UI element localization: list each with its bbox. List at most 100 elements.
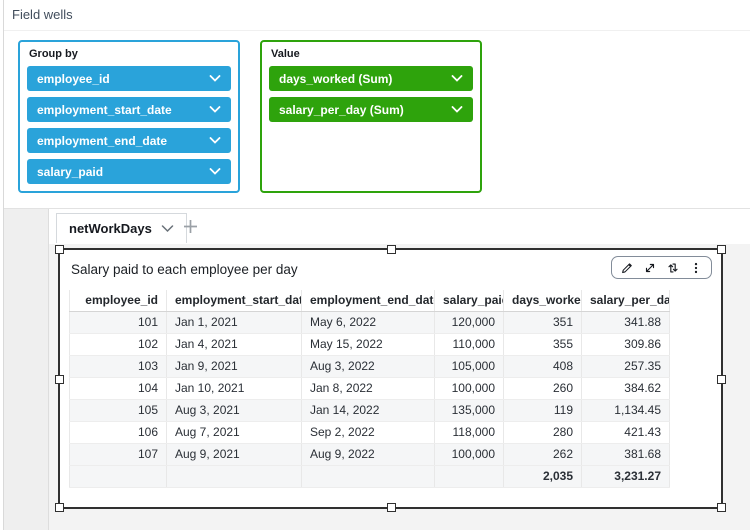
expand-icon xyxy=(643,261,657,275)
totals-salary-per-day: 3,231.27 xyxy=(581,465,670,488)
swap-visual-button[interactable] xyxy=(666,261,680,275)
cell-start-date: Aug 9, 2021 xyxy=(166,443,302,466)
totals-cell xyxy=(69,465,167,488)
kebab-menu-icon xyxy=(689,261,703,275)
cell-employee-id: 106 xyxy=(69,421,167,444)
field-wells-section: Field wells Group by employee_id employm… xyxy=(4,0,750,208)
cell-days-worked: 260 xyxy=(503,377,582,400)
table-row: 104 Jan 10, 2021 Jan 8, 2022 100,000 260… xyxy=(69,377,670,400)
totals-cell xyxy=(166,465,302,488)
chevron-down-icon[interactable] xyxy=(209,75,221,82)
cell-salary-per-day: 341.88 xyxy=(581,311,670,334)
resize-handle-top-right[interactable] xyxy=(717,245,726,254)
panel-left-border xyxy=(3,0,4,530)
value-well: Value days_worked (Sum) salary_per_day (… xyxy=(260,40,482,193)
canvas-left-gutter xyxy=(4,209,49,530)
chevron-down-icon[interactable] xyxy=(161,224,174,233)
sheet-tab-label: netWorkDays xyxy=(69,221,152,236)
resize-handle-bottom-center[interactable] xyxy=(386,503,396,512)
field-pill-label: employment_start_date xyxy=(37,102,172,117)
column-header-days-worked[interactable]: days_worked xyxy=(503,290,582,312)
sheet-tab-networkdays[interactable]: netWorkDays xyxy=(56,213,187,243)
cell-end-date: Aug 9, 2022 xyxy=(301,443,435,466)
cell-end-date: Aug 3, 2022 xyxy=(301,355,435,378)
cell-salary-paid: 110,000 xyxy=(434,333,504,356)
field-pill-salary-per-day-sum[interactable]: salary_per_day (Sum) xyxy=(269,97,473,122)
table-totals-row: 2,035 3,231.27 xyxy=(69,465,670,488)
pencil-icon xyxy=(620,261,634,275)
cell-days-worked: 355 xyxy=(503,333,582,356)
table-header-row: employee_id employment_start_date employ… xyxy=(69,290,670,312)
field-wells-title: Field wells xyxy=(12,7,73,22)
resize-handle-mid-left[interactable] xyxy=(55,374,64,384)
value-label: Value xyxy=(271,48,300,60)
field-pill-employment-start-date[interactable]: employment_start_date xyxy=(27,97,231,122)
field-pill-label: days_worked (Sum) xyxy=(279,71,393,86)
cell-salary-paid: 105,000 xyxy=(434,355,504,378)
cell-start-date: Jan 10, 2021 xyxy=(166,377,302,400)
field-pill-employment-end-date[interactable]: employment_end_date xyxy=(27,128,231,153)
cell-salary-paid: 100,000 xyxy=(434,443,504,466)
cell-days-worked: 351 xyxy=(503,311,582,334)
field-pill-employee-id[interactable]: employee_id xyxy=(27,66,231,91)
field-pill-salary-paid[interactable]: salary_paid xyxy=(27,159,231,184)
cell-salary-paid: 135,000 xyxy=(434,399,504,422)
cell-start-date: Aug 3, 2021 xyxy=(166,399,302,422)
field-wells-divider xyxy=(4,30,750,31)
resize-handle-bottom-right[interactable] xyxy=(717,503,726,512)
visual-title: Salary paid to each employee per day xyxy=(71,262,298,277)
expand-visual-button[interactable] xyxy=(643,261,657,275)
column-header-salary-paid[interactable]: salary_paid xyxy=(434,290,504,312)
cell-days-worked: 408 xyxy=(503,355,582,378)
cell-end-date: May 6, 2022 xyxy=(301,311,435,334)
cell-salary-per-day: 257.35 xyxy=(581,355,670,378)
cell-salary-paid: 120,000 xyxy=(434,311,504,334)
cell-start-date: Jan 4, 2021 xyxy=(166,333,302,356)
cell-employee-id: 103 xyxy=(69,355,167,378)
add-sheet-button[interactable] xyxy=(182,218,199,235)
chevron-down-icon[interactable] xyxy=(209,106,221,113)
visual-menu-button[interactable] xyxy=(689,261,703,275)
edit-visual-button[interactable] xyxy=(620,261,634,275)
cell-employee-id: 101 xyxy=(69,311,167,334)
table-row: 107 Aug 9, 2021 Aug 9, 2022 100,000 262 … xyxy=(69,443,670,466)
visual-card[interactable]: Salary paid to each employee per day emp… xyxy=(55,245,726,512)
chevron-down-icon[interactable] xyxy=(451,75,463,82)
field-pill-label: salary_per_day (Sum) xyxy=(279,102,404,117)
cell-employee-id: 102 xyxy=(69,333,167,356)
resize-handle-mid-right[interactable] xyxy=(717,374,726,384)
field-pill-label: employee_id xyxy=(37,71,110,86)
cell-salary-per-day: 421.43 xyxy=(581,421,670,444)
group-by-label: Group by xyxy=(29,48,78,60)
column-header-employee-id[interactable]: employee_id xyxy=(69,290,167,312)
cell-salary-paid: 118,000 xyxy=(434,421,504,444)
cell-days-worked: 280 xyxy=(503,421,582,444)
cell-days-worked: 119 xyxy=(503,399,582,422)
cell-start-date: Jan 1, 2021 xyxy=(166,311,302,334)
resize-handle-top-center[interactable] xyxy=(386,245,396,254)
chevron-down-icon[interactable] xyxy=(209,137,221,144)
chevron-down-icon[interactable] xyxy=(209,168,221,175)
totals-days-worked: 2,035 xyxy=(503,465,582,488)
cell-start-date: Jan 9, 2021 xyxy=(166,355,302,378)
cell-end-date: Jan 8, 2022 xyxy=(301,377,435,400)
chevron-down-icon[interactable] xyxy=(451,106,463,113)
totals-cell xyxy=(301,465,435,488)
pivot-table: employee_id employment_start_date employ… xyxy=(69,290,670,488)
field-pill-label: employment_end_date xyxy=(37,133,168,148)
column-header-employment-start-date[interactable]: employment_start_date xyxy=(166,290,302,312)
table-row: 105 Aug 3, 2021 Jan 14, 2022 135,000 119… xyxy=(69,399,670,422)
cell-days-worked: 262 xyxy=(503,443,582,466)
column-header-employment-end-date[interactable]: employment_end_date xyxy=(301,290,435,312)
cell-salary-per-day: 384.62 xyxy=(581,377,670,400)
group-by-well: Group by employee_id employment_start_da… xyxy=(18,40,240,193)
swap-arrows-icon xyxy=(666,261,680,275)
table-row: 103 Jan 9, 2021 Aug 3, 2022 105,000 408 … xyxy=(69,355,670,378)
column-header-salary-per-day[interactable]: salary_per_day xyxy=(581,290,670,312)
cell-salary-per-day: 309.86 xyxy=(581,333,670,356)
resize-handle-bottom-left[interactable] xyxy=(55,503,64,512)
resize-handle-top-left[interactable] xyxy=(55,245,64,254)
sheet-tab-strip: netWorkDays xyxy=(49,209,750,244)
cell-end-date: Jan 14, 2022 xyxy=(301,399,435,422)
field-pill-days-worked-sum[interactable]: days_worked (Sum) xyxy=(269,66,473,91)
